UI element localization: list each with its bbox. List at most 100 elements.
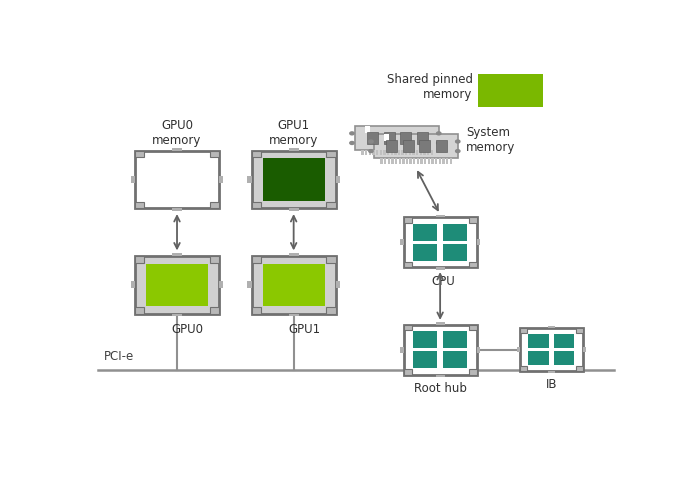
- Bar: [288, 286, 293, 288]
- Bar: [276, 269, 280, 272]
- Bar: [284, 159, 289, 162]
- Bar: [288, 313, 299, 316]
- Bar: [295, 264, 299, 267]
- Bar: [270, 168, 275, 172]
- Bar: [435, 215, 444, 217]
- Bar: [442, 158, 444, 164]
- Bar: [384, 132, 395, 144]
- Bar: [469, 324, 477, 330]
- Bar: [291, 192, 296, 195]
- Bar: [312, 187, 317, 191]
- Bar: [276, 298, 280, 301]
- Circle shape: [369, 140, 373, 143]
- Bar: [264, 197, 268, 200]
- Bar: [435, 267, 444, 270]
- Bar: [295, 298, 299, 301]
- Bar: [276, 286, 280, 288]
- Bar: [277, 182, 282, 186]
- Bar: [147, 277, 151, 280]
- Bar: [184, 277, 188, 280]
- Bar: [427, 150, 429, 156]
- Bar: [263, 302, 268, 305]
- Bar: [203, 277, 207, 280]
- Bar: [288, 208, 299, 211]
- Bar: [263, 298, 268, 301]
- Bar: [319, 302, 324, 305]
- Text: CPU: CPU: [431, 275, 455, 288]
- Bar: [270, 298, 274, 301]
- Bar: [413, 331, 438, 348]
- Bar: [288, 269, 293, 272]
- Bar: [160, 298, 164, 301]
- Bar: [305, 164, 310, 167]
- Bar: [270, 273, 274, 276]
- Bar: [319, 269, 324, 272]
- Bar: [172, 253, 182, 256]
- Bar: [160, 290, 164, 293]
- Bar: [401, 150, 404, 156]
- Bar: [251, 307, 261, 313]
- Bar: [319, 182, 323, 186]
- Bar: [219, 281, 223, 288]
- Bar: [153, 281, 158, 284]
- Bar: [270, 178, 275, 181]
- Bar: [319, 164, 323, 167]
- Bar: [203, 302, 207, 305]
- Bar: [131, 281, 135, 288]
- Bar: [369, 150, 371, 156]
- Bar: [219, 176, 223, 183]
- Bar: [403, 217, 412, 223]
- Bar: [402, 158, 405, 164]
- Bar: [431, 158, 434, 164]
- Bar: [295, 281, 299, 284]
- Bar: [172, 148, 182, 151]
- Bar: [436, 140, 447, 152]
- Bar: [520, 328, 527, 333]
- Bar: [178, 281, 182, 284]
- Bar: [190, 302, 195, 305]
- Bar: [410, 158, 412, 164]
- Bar: [319, 178, 323, 181]
- Bar: [295, 294, 299, 297]
- Bar: [184, 302, 188, 305]
- Bar: [416, 158, 419, 164]
- Bar: [403, 324, 477, 374]
- Bar: [277, 192, 282, 195]
- Text: GPU0: GPU0: [172, 323, 204, 336]
- Bar: [160, 294, 164, 297]
- Bar: [264, 182, 268, 186]
- Bar: [435, 158, 438, 164]
- Bar: [478, 74, 543, 108]
- Bar: [305, 168, 310, 172]
- Bar: [184, 264, 188, 267]
- Bar: [319, 294, 324, 297]
- Bar: [165, 277, 170, 280]
- Bar: [417, 132, 428, 144]
- Bar: [477, 240, 480, 245]
- Bar: [210, 256, 219, 263]
- Bar: [190, 273, 195, 276]
- Bar: [284, 178, 289, 181]
- Bar: [284, 187, 289, 191]
- Bar: [312, 159, 317, 162]
- Bar: [282, 273, 286, 276]
- Bar: [147, 286, 151, 288]
- Bar: [291, 197, 296, 200]
- Bar: [135, 256, 144, 263]
- Bar: [446, 158, 448, 164]
- Text: GPU1
memory: GPU1 memory: [269, 119, 318, 147]
- Bar: [282, 302, 286, 305]
- Bar: [203, 290, 207, 293]
- Bar: [165, 281, 170, 284]
- Bar: [288, 298, 293, 301]
- Bar: [153, 298, 158, 301]
- Bar: [307, 277, 312, 280]
- Bar: [264, 178, 268, 181]
- Bar: [190, 277, 195, 280]
- Bar: [172, 273, 176, 276]
- Bar: [135, 151, 219, 208]
- Bar: [197, 302, 201, 305]
- Bar: [184, 269, 188, 272]
- Bar: [314, 264, 318, 267]
- Bar: [305, 178, 310, 181]
